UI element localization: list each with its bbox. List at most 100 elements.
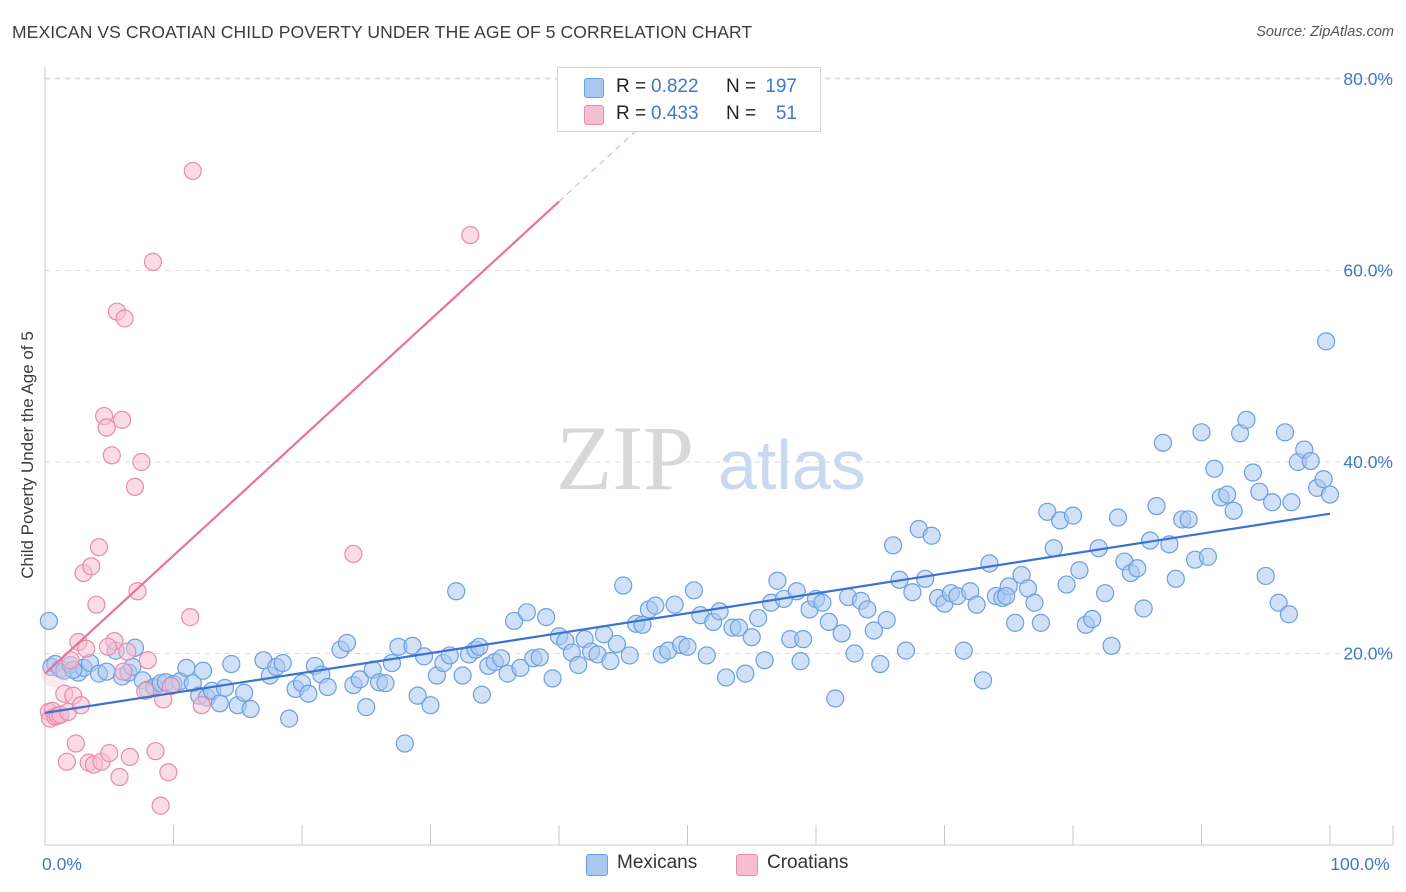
legend-r-value: 0.433: [651, 103, 699, 124]
mexicans-point: [530, 648, 549, 667]
mexicans-point: [967, 595, 986, 614]
croatians-point: [138, 651, 157, 670]
croatians-point: [98, 637, 118, 656]
mexicans-point: [845, 644, 864, 663]
mexicans-point: [646, 596, 665, 615]
legend-r-label: R =: [616, 103, 647, 124]
mexicans-point: [1192, 423, 1211, 442]
legend-n-value: 197: [765, 76, 797, 97]
mexicans-point: [537, 608, 556, 627]
y-tick-label: 60.0%: [1343, 261, 1393, 281]
mexicans-point: [280, 709, 299, 728]
mexicans-point: [742, 628, 761, 647]
mexicans-point: [337, 633, 357, 653]
mexicans-point: [453, 666, 472, 685]
mexicans-point: [241, 699, 260, 719]
mexicans-point: [864, 621, 883, 640]
mexicans-point: [350, 670, 369, 689]
chart-title: MEXICAN VS CROATIAN CHILD POVERTY UNDER …: [12, 22, 753, 42]
mexicans-point: [1218, 485, 1237, 504]
mexicans-point: [794, 630, 813, 649]
legend-n-label: N =: [726, 103, 757, 124]
mexicans-point: [1044, 539, 1063, 558]
croatians-point: [161, 676, 181, 696]
mexicans-point: [408, 686, 427, 705]
mexicans-point: [1256, 566, 1275, 586]
mexicans-point: [1263, 493, 1282, 512]
mexicans-point: [177, 658, 196, 677]
mexicans-point: [607, 634, 626, 654]
legend-n-value: 51: [775, 103, 797, 124]
mexicans-point: [997, 586, 1016, 606]
legend-n-label: N =: [726, 76, 757, 97]
mexicans-point: [421, 696, 440, 715]
mexicans-point: [871, 654, 890, 674]
legend-swatch-mexicans: [586, 854, 608, 876]
mexicans-point: [1147, 496, 1166, 516]
mexicans-point: [601, 652, 620, 671]
croatians-trend-line: [44, 200, 560, 675]
mexicans-point: [1250, 482, 1269, 501]
mexicans-point: [1198, 547, 1218, 566]
mexicans-point: [1243, 463, 1263, 482]
mexicans-point: [414, 647, 434, 666]
series-legend: Mexicans Croatians: [0, 852, 1406, 878]
x-tick-label: 100.0%: [1330, 854, 1389, 874]
mexicans-point: [1108, 508, 1128, 527]
mexicans-point: [896, 641, 916, 660]
mexicans-point: [1134, 599, 1153, 618]
watermark-zip: ZIP: [556, 407, 694, 509]
mexicans-point: [395, 734, 414, 753]
mexicans-point: [1038, 502, 1057, 521]
mexicans-point: [193, 661, 213, 680]
tick-labels: 20.0% 40.0% 60.0% 80.0% 0.0% 100.0%: [42, 69, 1393, 874]
croatians-point: [143, 252, 163, 271]
mexicans-point: [614, 576, 633, 595]
legend-r-label: R =: [616, 76, 647, 97]
mexicans-point: [1301, 451, 1320, 471]
croatians-point: [102, 446, 121, 465]
mexicans-point: [504, 611, 524, 631]
croatians-point: [66, 734, 85, 753]
mexicans-point: [1282, 493, 1301, 512]
mexicans-point: [543, 669, 562, 688]
mexicans-point: [215, 678, 234, 698]
mexicans-point: [235, 683, 254, 702]
croatians-point: [125, 477, 145, 496]
legend-label-croatians: Croatians: [767, 852, 849, 873]
mexicans-point: [736, 664, 755, 683]
mexicans-point: [832, 624, 851, 643]
mexicans-point: [1006, 613, 1025, 632]
correlation-legend: R = 0.822 N = 197 R = 0.433 N = 51: [557, 67, 821, 132]
mexicans-point: [1205, 459, 1224, 478]
mexicans-point: [1166, 569, 1185, 588]
croatians-point: [57, 752, 76, 771]
mexicans-point: [729, 618, 749, 637]
mexicans-point: [1070, 561, 1089, 580]
mexicans-point: [492, 649, 511, 668]
trend-lines: [44, 130, 1331, 714]
croatians-point: [181, 608, 200, 627]
croatians-point: [120, 747, 139, 767]
croatians-point: [97, 418, 116, 437]
mexicans-point: [1153, 433, 1173, 452]
mexicans-point: [903, 583, 922, 602]
croatians-point: [110, 767, 129, 787]
legend-swatch-croatians: [584, 105, 604, 125]
mexicans-point: [813, 593, 832, 612]
croatians-point: [461, 225, 480, 245]
croatians-point: [114, 662, 133, 681]
mexicans-point: [1102, 636, 1121, 655]
mexicans-point: [1237, 410, 1256, 429]
mexicans-point: [826, 689, 845, 708]
source-label: Source: ZipAtlas.com: [1256, 24, 1394, 40]
y-tick-label: 20.0%: [1343, 644, 1393, 664]
mexicans-point: [210, 694, 229, 713]
watermark: ZIP atlas: [556, 407, 866, 509]
croatians-points: [39, 161, 480, 815]
croatians-point: [87, 595, 106, 614]
mexicans-point: [1031, 613, 1050, 632]
mexicans-point: [916, 569, 935, 588]
x-tick-label: 0.0%: [42, 854, 82, 874]
mexicans-point: [511, 658, 530, 677]
